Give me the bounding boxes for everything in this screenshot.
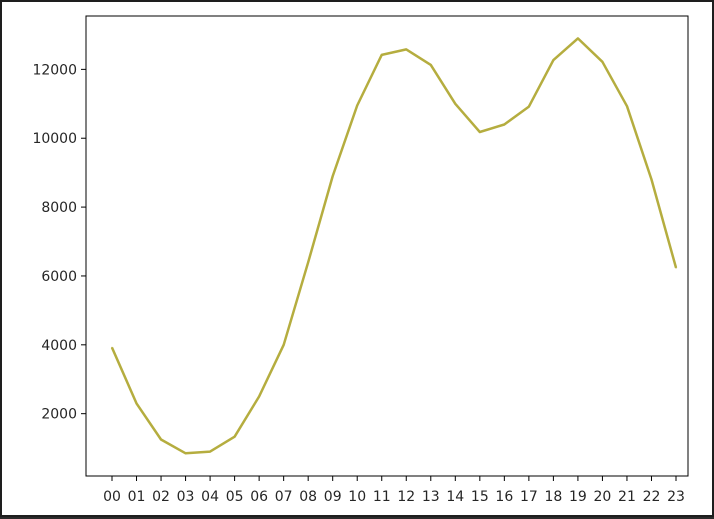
x-tick-label: 19	[569, 489, 587, 505]
data-point	[160, 438, 162, 441]
x-tick-label: 08	[299, 489, 317, 505]
x-tick-label: 23	[667, 489, 685, 505]
x-tick-label: 21	[618, 489, 636, 505]
x-tick-label: 04	[201, 489, 219, 505]
y-tick-label: 6000	[41, 269, 77, 285]
data-point	[577, 37, 579, 40]
y-tick-label: 10000	[32, 131, 77, 147]
x-tick-label: 13	[422, 489, 440, 505]
data-point	[675, 266, 677, 269]
data-point	[552, 59, 555, 61]
y-tick-label: 2000	[41, 407, 77, 423]
x-tick-label: 05	[226, 489, 244, 505]
x-tick-label: 00	[103, 489, 121, 505]
x-tick-label: 18	[544, 489, 562, 505]
x-tick-label: 17	[520, 489, 538, 505]
x-tick-label: 10	[348, 489, 366, 505]
data-point	[429, 64, 432, 66]
x-tick-label: 02	[152, 489, 170, 505]
data-point	[209, 450, 211, 453]
y-tick-label: 4000	[41, 338, 77, 354]
x-tick-label: 16	[495, 489, 513, 505]
data-point	[233, 435, 236, 438]
data-point	[380, 54, 383, 56]
data-point	[184, 452, 187, 455]
data-point	[626, 105, 628, 108]
data-point	[503, 123, 506, 126]
data-point	[111, 346, 113, 349]
data-point	[135, 402, 138, 405]
data-point	[601, 60, 604, 63]
x-tick-label: 06	[250, 489, 268, 505]
data-point	[331, 175, 334, 177]
y-tick-label: 8000	[41, 200, 77, 216]
y-axis: 2000 4000 6000 8000 10000 12000	[32, 62, 86, 423]
x-axis: 00 01 02 03 04 05 06 07 08 09 10 11 12 13 14 15 16 17 18 19…	[103, 476, 685, 505]
x-tick-label: 07	[275, 489, 293, 505]
x-tick-label: 20	[594, 489, 612, 505]
data-point	[307, 261, 309, 263]
x-tick-label: 15	[471, 489, 489, 505]
x-tick-label: 12	[397, 489, 415, 505]
x-tick-label: 01	[128, 489, 146, 505]
x-tick-label: 11	[373, 489, 391, 505]
x-tick-label: 09	[324, 489, 342, 505]
series-group	[110, 37, 678, 455]
data-point	[650, 178, 653, 181]
series-line	[110, 37, 678, 455]
data-point	[528, 105, 530, 108]
x-tick-label: 22	[643, 489, 661, 505]
x-tick-label: 03	[177, 489, 195, 505]
plot-area	[85, 15, 689, 477]
data-point	[356, 104, 359, 107]
data-point	[454, 102, 457, 105]
data-point	[479, 131, 481, 133]
x-tick-label: 14	[446, 489, 464, 505]
data-point	[258, 395, 260, 398]
data-point	[282, 344, 285, 346]
y-tick-label: 12000	[32, 62, 77, 78]
data-point	[405, 48, 408, 51]
